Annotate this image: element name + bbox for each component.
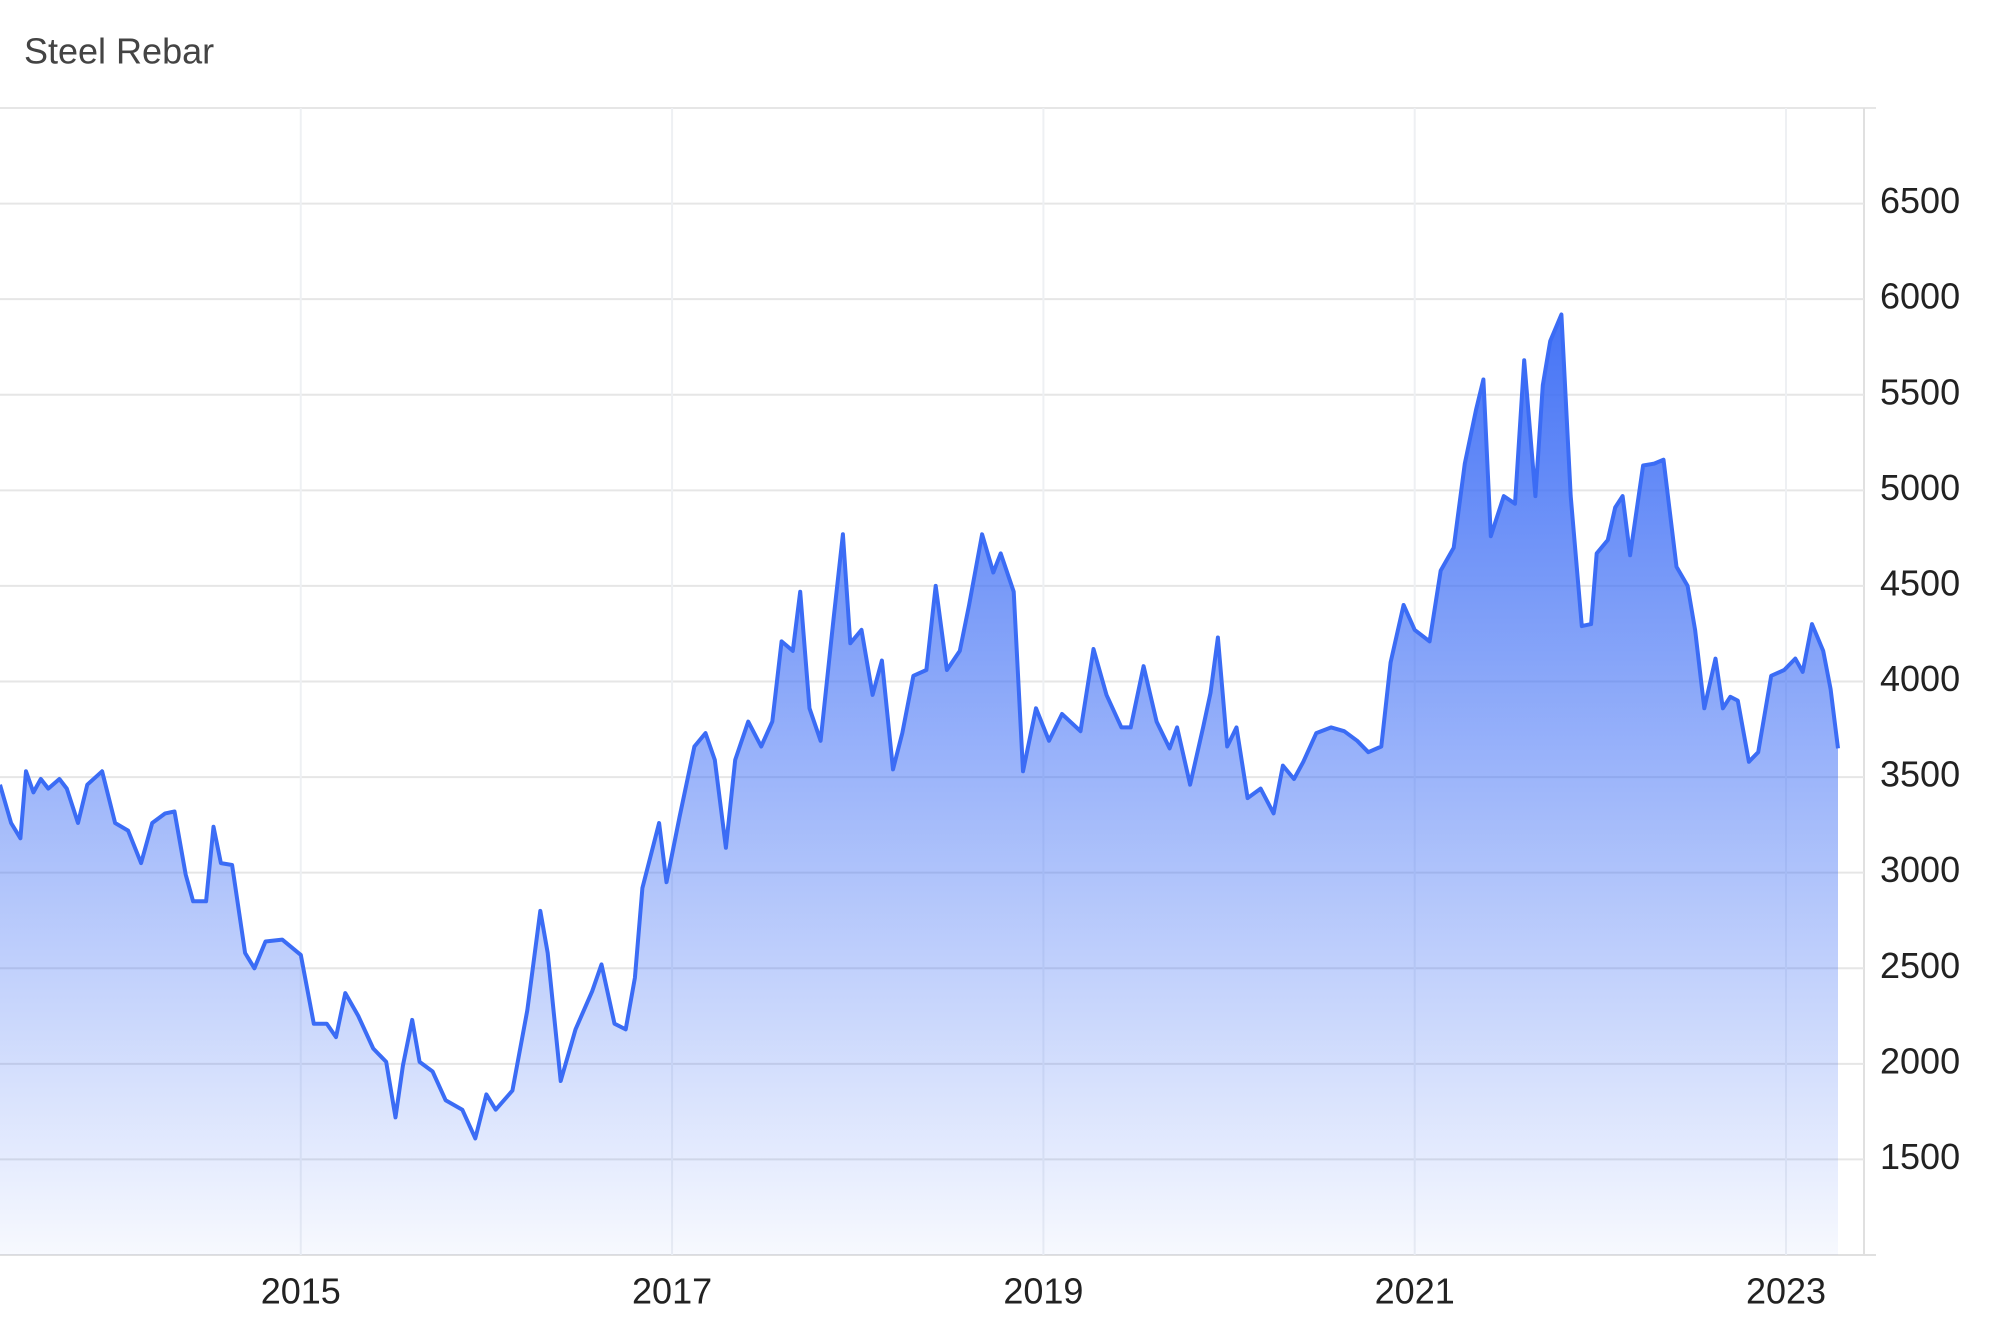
- price-line: [0, 312, 1840, 1141]
- x-tick-label: 2015: [261, 1271, 341, 1312]
- y-tick-label: 5000: [1880, 467, 1960, 508]
- y-tick-label: 6500: [1880, 180, 1960, 221]
- x-tick-label: 2021: [1375, 1271, 1455, 1312]
- y-tick-label: 3000: [1880, 849, 1960, 890]
- x-tick-label: 2023: [1746, 1271, 1826, 1312]
- area-fill: [0, 314, 1838, 1255]
- y-tick-label: 6000: [1880, 276, 1960, 317]
- y-tick-label: 1500: [1880, 1136, 1960, 1177]
- x-tick-label: 2019: [1003, 1271, 1083, 1312]
- y-tick-label: 4500: [1880, 562, 1960, 603]
- y-tick-label: 2500: [1880, 945, 1960, 986]
- chart-title: Steel Rebar: [24, 31, 214, 72]
- y-tick-label: 5500: [1880, 371, 1960, 412]
- x-tick-label: 2017: [632, 1271, 712, 1312]
- y-tick-label: 2000: [1880, 1040, 1960, 1081]
- y-tick-label: 3500: [1880, 754, 1960, 795]
- y-tick-label: 4000: [1880, 658, 1960, 699]
